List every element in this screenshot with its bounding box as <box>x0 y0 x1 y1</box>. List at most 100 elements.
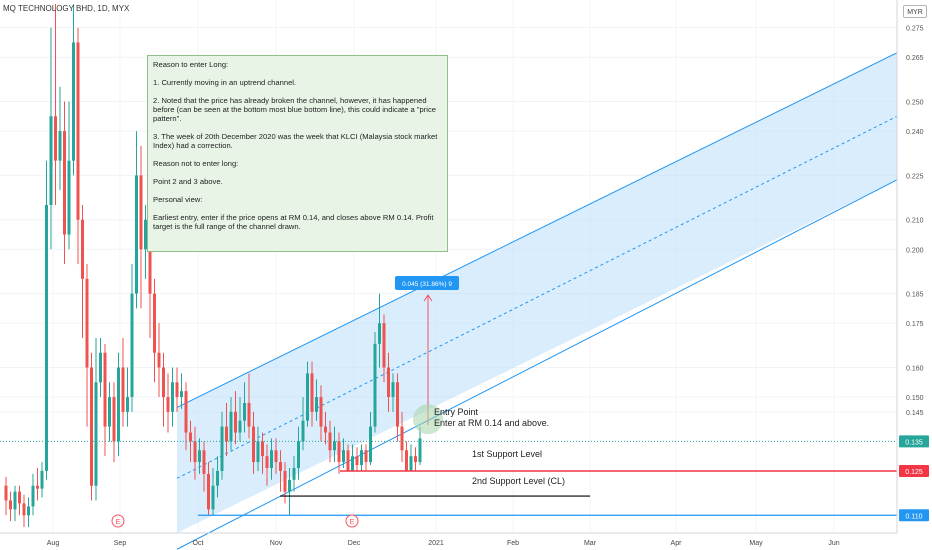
candle-body <box>369 426 372 463</box>
candle-body <box>405 450 408 471</box>
candle-body <box>324 426 327 433</box>
time-tick-label: 2021 <box>428 540 444 547</box>
candle-body <box>40 470 44 489</box>
candle-body <box>139 175 143 250</box>
candle-body <box>355 456 359 466</box>
price-tick-label: 0.265 <box>906 55 924 62</box>
note-line: Reason not to enter long: <box>153 159 239 168</box>
candle-body <box>207 473 210 510</box>
support-levels <box>0 440 897 516</box>
earnings-marker <box>111 514 125 528</box>
candle-body <box>135 175 138 294</box>
time-tick-label: Mar <box>584 540 597 547</box>
note-line: 2. Noted that the price has already brok… <box>153 96 436 123</box>
channel-mid-line <box>176 115 898 479</box>
time-tick-label: Aug <box>47 540 60 547</box>
candle-body <box>216 470 219 486</box>
candle-body <box>418 438 422 463</box>
candle-body <box>121 367 125 412</box>
candle-body <box>54 116 57 161</box>
price-axis-badge <box>899 464 929 477</box>
entry-point-marker <box>413 404 443 435</box>
candle-body <box>279 462 282 471</box>
candle-body <box>171 382 174 412</box>
entry-point-title: Entry Point <box>434 407 479 417</box>
candle-body <box>256 441 260 463</box>
candle-body <box>414 456 417 463</box>
channel-lower-line <box>176 179 898 550</box>
candle-body <box>162 367 165 398</box>
candle-body <box>148 219 152 294</box>
candle-body <box>315 397 318 412</box>
time-tick-label: Feb <box>507 540 519 547</box>
candle-body <box>36 485 39 489</box>
time-tick-label: May <box>749 540 763 547</box>
candle-body <box>108 397 111 427</box>
candle-body <box>198 450 201 463</box>
candle-body <box>27 506 30 516</box>
candle-body <box>238 420 242 433</box>
note-line: 1. Currently moving in an uptrend channe… <box>153 78 297 87</box>
candle-body <box>382 323 386 368</box>
price-tick-label: 0.240 <box>906 129 924 136</box>
candle-body <box>247 402 251 427</box>
channel-fill <box>177 52 897 550</box>
price-tick-label: 0.145 <box>906 410 924 417</box>
price-tick-label: 0.210 <box>906 218 924 225</box>
candle-body <box>67 160 71 235</box>
candle-body <box>288 479 291 492</box>
entry-point-text: Enter at RM 0.14 and above. <box>434 418 549 428</box>
time-axis[interactable]: Aug Sep Oct Nov Dec 2021 Feb Mar Apr May Jun <box>0 532 897 547</box>
price-axis[interactable]: 0.145 0.150 0.160 0.175 0.185 0.200 0.210 0.225… <box>896 0 929 533</box>
candle-body <box>49 116 53 205</box>
price-axis-badge-label: 0.110 <box>906 513 923 520</box>
candle-body <box>333 441 336 451</box>
note-line: Personal view: <box>153 195 203 204</box>
channel-upper-line <box>176 52 898 408</box>
candle-body <box>99 352 102 383</box>
candle-body <box>175 382 179 398</box>
candle-body <box>4 485 8 501</box>
currency-button[interactable]: MYR <box>903 5 927 18</box>
price-tick-label: 0.160 <box>906 366 924 373</box>
earnings-marker-label: E <box>116 519 121 526</box>
support-level-1-label: 1st Support Level <box>472 449 542 459</box>
candle-body <box>297 441 300 468</box>
note-line: Earliest entry, enter if the price opens… <box>153 213 434 231</box>
candle-body <box>18 491 21 504</box>
candle-body <box>364 450 368 463</box>
price-axis-badge-label: 0.135 <box>905 439 923 446</box>
candle-body <box>243 402 246 421</box>
time-tick-label: Apr <box>671 540 683 547</box>
price-tick-label: 0.185 <box>906 292 924 299</box>
ticker-title: MQ TECHNOLOGY BHD, 1D, MYX <box>3 4 130 13</box>
candle-body <box>81 219 84 279</box>
candle-body <box>144 219 147 250</box>
candle-body <box>306 373 309 421</box>
price-axis-badge <box>899 435 929 448</box>
support-level-2-label: 2nd Support Level (CL) <box>472 476 565 486</box>
note-line: 3. The week of 20th December 2020 was th… <box>153 132 438 150</box>
uptrend-channel <box>176 52 898 550</box>
candle-body <box>72 42 75 161</box>
candle-body <box>193 441 197 463</box>
candle-body <box>153 293 156 353</box>
candle-body <box>283 470 287 492</box>
candle-body <box>180 391 183 398</box>
candle-body <box>337 441 341 463</box>
candle-body <box>76 42 80 220</box>
candle-body <box>396 382 399 427</box>
time-tick-label: Jun <box>828 540 839 547</box>
candle-body <box>274 450 278 463</box>
candle-body <box>130 293 134 398</box>
candle-body <box>31 485 35 507</box>
price-tick-label: 0.275 <box>906 26 924 33</box>
candle-body <box>270 450 273 468</box>
measure-badge <box>395 276 459 290</box>
candle-body <box>90 367 93 486</box>
candle-body <box>360 450 363 466</box>
candle-body <box>94 382 98 486</box>
candle-body <box>342 450 345 463</box>
